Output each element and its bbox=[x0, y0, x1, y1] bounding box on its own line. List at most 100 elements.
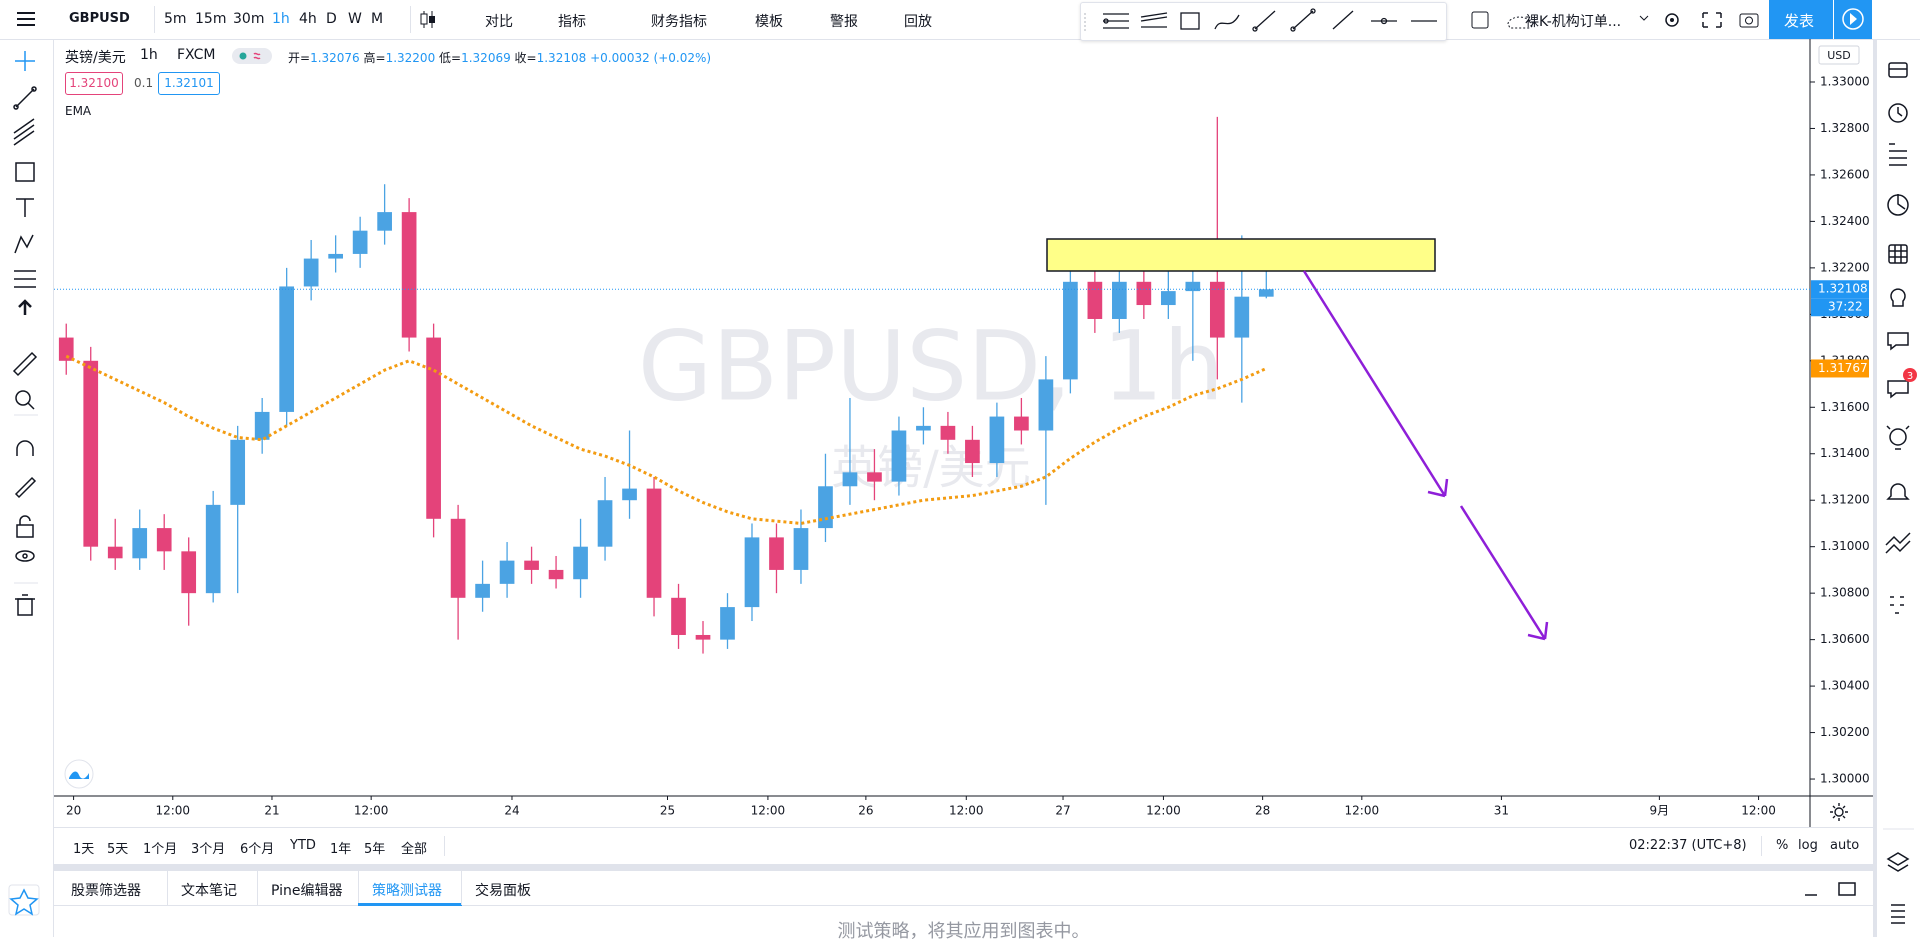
candle-body bbox=[475, 583, 490, 598]
publish-label[interactable]: 发表 bbox=[1784, 12, 1815, 30]
publish-button[interactable] bbox=[1769, 0, 1833, 39]
candle-body bbox=[156, 528, 172, 552]
bottom-toolbar: 1天 5天 1个月 3个月 6个月 YTD 1年 5年 全部 02:22:37 (UTC+8)% l… bbox=[54, 827, 1873, 864]
interval-button[interactable]: D bbox=[326, 11, 337, 27]
low-value: 1.32069 bbox=[461, 51, 511, 65]
scale-option[interactable]: log bbox=[1798, 838, 1818, 853]
price-label-box bbox=[1811, 359, 1869, 378]
divider bbox=[444, 836, 445, 856]
panel-controls[interactable] bbox=[1801, 881, 1861, 897]
legend-interval: 1h bbox=[140, 47, 158, 63]
range-button[interactable]: 1年 bbox=[330, 842, 352, 857]
interval-button[interactable]: 5m bbox=[164, 11, 187, 27]
interval-button[interactable]: 1h bbox=[272, 11, 290, 27]
candle-body bbox=[377, 212, 392, 231]
candle-body bbox=[83, 360, 99, 547]
clock: 02:22:37 (UTC+8) bbox=[1629, 838, 1747, 853]
range-button[interactable]: 6个月 bbox=[240, 842, 275, 857]
logo-mark bbox=[69, 771, 89, 779]
candle-body bbox=[916, 425, 931, 431]
candle-body bbox=[1038, 379, 1054, 431]
menu-icon[interactable] bbox=[16, 10, 36, 28]
right-sidebar-icons[interactable]: 3 bbox=[1877, 39, 1920, 937]
candle-body bbox=[1014, 416, 1029, 431]
chart: GBPUSD, 1h 英镑/美元 USD 1.30000 1.30200 1.304… bbox=[54, 39, 1873, 827]
x-tick-label: 12:00 bbox=[949, 804, 984, 818]
price-label: 1.31767 bbox=[1818, 361, 1868, 375]
candle-body bbox=[450, 518, 466, 598]
logo[interactable] bbox=[64, 759, 94, 789]
toolbar-button[interactable]: 财务指标 bbox=[651, 14, 707, 30]
toolbar-button[interactable]: 模板 bbox=[755, 14, 783, 30]
buy-button[interactable]: 1.32101 bbox=[158, 72, 220, 95]
candle-body bbox=[1112, 281, 1127, 319]
range-button[interactable]: 5年 bbox=[364, 842, 386, 857]
ema-line bbox=[65, 354, 1267, 525]
toolbar-button[interactable]: 回放 bbox=[904, 14, 932, 30]
watermark-title: GBPUSD, 1h bbox=[638, 310, 1224, 422]
candle-body bbox=[1234, 296, 1250, 338]
trade-button[interactable] bbox=[1834, 0, 1872, 39]
range-button[interactable]: 1天 bbox=[73, 842, 95, 857]
toolbar-button[interactable]: 指标 bbox=[558, 14, 586, 30]
legend-exchange: FXCM bbox=[177, 47, 216, 63]
candle-body bbox=[1136, 281, 1152, 306]
range-button[interactable]: 3个月 bbox=[191, 842, 226, 857]
y-tick-label: 1.31400 bbox=[1820, 446, 1870, 460]
y-tick-label: 1.30400 bbox=[1820, 679, 1870, 693]
interval-button[interactable]: 4h bbox=[299, 11, 317, 27]
candle-body bbox=[597, 500, 613, 547]
close-value: 1.32108 bbox=[536, 51, 587, 65]
y-tick-label: 1.32400 bbox=[1820, 214, 1870, 228]
candle-body bbox=[1209, 281, 1225, 338]
panel-tab[interactable]: 文本笔记 bbox=[181, 883, 237, 899]
toolbar-button[interactable]: 警报 bbox=[830, 14, 858, 30]
panel-tab[interactable]: 股票筛选器 bbox=[71, 883, 141, 899]
x-tick-label: 12:00 bbox=[1741, 804, 1776, 818]
panel-tab[interactable]: Pine编辑器 bbox=[271, 883, 343, 899]
top-right-icons bbox=[1471, 11, 1759, 29]
range-button[interactable]: 全部 bbox=[401, 842, 428, 857]
range-button[interactable]: 1个月 bbox=[143, 842, 178, 857]
candle-body bbox=[573, 546, 588, 580]
interval-button[interactable]: 15m bbox=[195, 11, 227, 27]
indicator-label[interactable]: EMA bbox=[65, 104, 92, 118]
x-tick-label: 12:00 bbox=[1146, 804, 1181, 818]
sell-button[interactable]: 1.32100 bbox=[65, 72, 123, 95]
interval-button[interactable]: W bbox=[348, 11, 362, 27]
panel-divider bbox=[54, 864, 1873, 871]
change-value: +0.00032 (+0.02%) bbox=[590, 51, 712, 65]
x-tick-label: 24 bbox=[504, 804, 519, 818]
legend-symbol[interactable]: 英镑/美元 bbox=[65, 50, 126, 66]
panel-tab[interactable]: 交易面板 bbox=[475, 883, 531, 899]
range-button[interactable]: 5天 bbox=[107, 842, 129, 857]
x-tick-label: 21 bbox=[264, 804, 279, 818]
symbol[interactable]: GBPUSD bbox=[69, 11, 130, 26]
y-tick-label: 1.32600 bbox=[1820, 167, 1870, 181]
scale-option[interactable]: % bbox=[1776, 838, 1789, 853]
toolbar-button[interactable]: 对比 bbox=[485, 14, 513, 30]
left-toolbar bbox=[0, 39, 54, 937]
price-label-box bbox=[1811, 280, 1869, 299]
arrow-drawings[interactable] bbox=[1302, 270, 1549, 641]
drawing-toolbar bbox=[1080, 2, 1447, 41]
interval-button[interactable]: 30m bbox=[233, 11, 265, 27]
x-tick-label: 9月 bbox=[1650, 804, 1670, 818]
candle-body bbox=[426, 337, 441, 519]
range-button[interactable]: YTD bbox=[290, 838, 316, 853]
currency-box[interactable] bbox=[1818, 45, 1860, 65]
candle-body bbox=[1258, 289, 1274, 297]
panel-message: 测试策略，将其应用到图表中。 bbox=[837, 921, 1090, 942]
settings-icon[interactable] bbox=[1830, 803, 1848, 821]
divider bbox=[1761, 836, 1762, 856]
market-status[interactable] bbox=[232, 48, 272, 64]
panel-tab[interactable]: 策略测试器 bbox=[372, 883, 442, 899]
candle-body bbox=[107, 546, 123, 559]
candle-body bbox=[842, 472, 858, 487]
candle-type-icon[interactable] bbox=[419, 10, 437, 29]
x-tick-label: 31 bbox=[1494, 804, 1509, 818]
layout-name[interactable]: 裸K-机构订单... bbox=[1525, 14, 1622, 30]
scale-option[interactable]: auto bbox=[1830, 838, 1860, 853]
interval-button[interactable]: M bbox=[371, 11, 384, 27]
rectangle-drawing[interactable] bbox=[1046, 238, 1436, 272]
